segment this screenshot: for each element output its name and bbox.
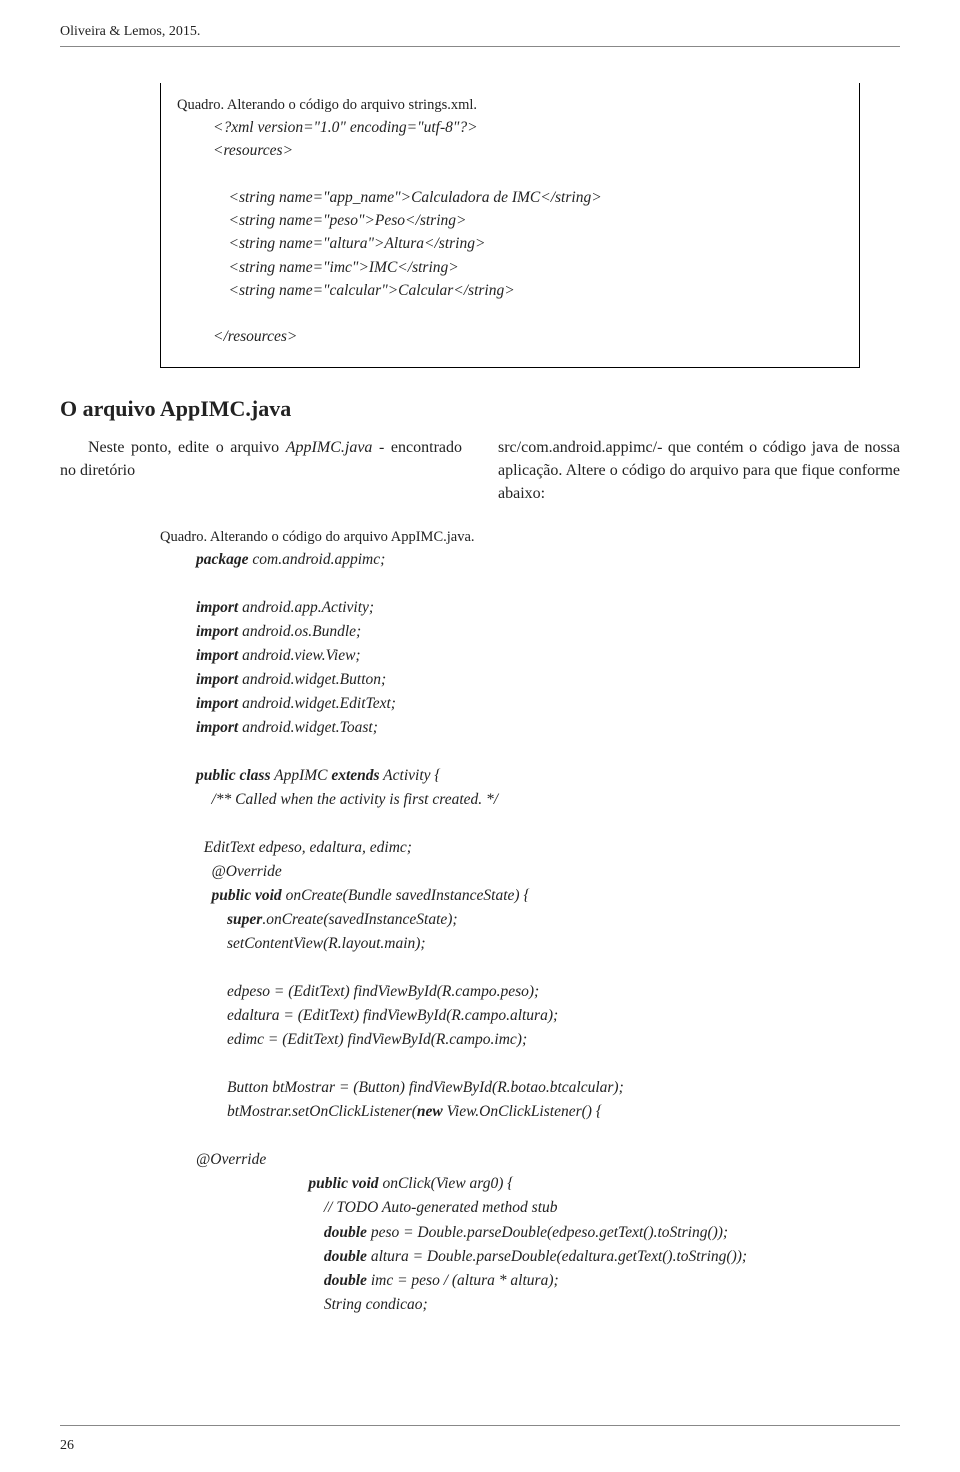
para-left-pre: Neste ponto, edite o arquivo [88,439,286,456]
bottom-rule [60,1425,900,1426]
two-column-paragraph: Neste ponto, edite o arquivo AppIMC.java… [60,436,900,506]
quadro1-code: <?xml version="1.0" encoding="utf-8"?> <… [213,116,843,349]
code-frame-strings-xml: Quadro. Alterando o código do arquivo st… [160,83,860,368]
quadro1-title: Quadro. Alterando o código do arquivo st… [177,97,843,114]
para-right-text: src/com.android.appimc/- que contém o có… [498,436,900,506]
paragraph-right: src/com.android.appimc/- que contém o có… [498,436,900,506]
para-left-em: AppIMC.java [286,439,373,456]
code-frame-appimc-java: Quadro. Alterando o código do arquivo Ap… [160,529,860,1317]
page-number: 26 [60,1438,74,1454]
section-heading: O arquivo AppIMC.java [60,396,900,422]
quadro2-code: package com.android.appimc; import andro… [196,548,860,1317]
paragraph-left: Neste ponto, edite o arquivo AppIMC.java… [60,436,462,506]
quadro2-title: Quadro. Alterando o código do arquivo Ap… [160,529,860,546]
running-header: Oliveira & Lemos, 2015. [60,24,900,40]
top-rule [60,46,900,47]
